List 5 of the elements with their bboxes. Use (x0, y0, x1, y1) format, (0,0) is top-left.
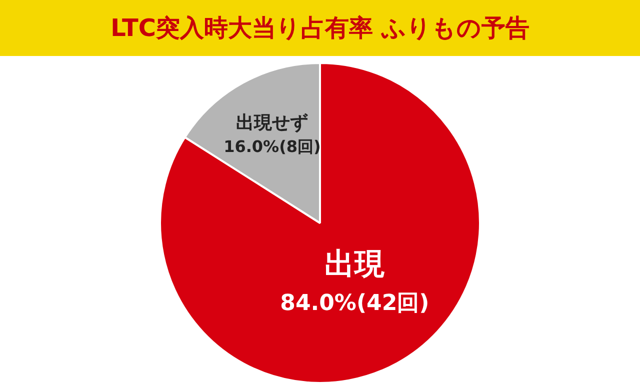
chart-title: LTC突入時大当り占有率 ふりもの予告 (110, 13, 530, 44)
slice-label: 出現せず (236, 112, 308, 134)
slice-label: 出現 (324, 246, 386, 282)
data-label: 16.0%(8回) (224, 137, 321, 156)
data-label: 84.0%(42回) (280, 290, 430, 316)
